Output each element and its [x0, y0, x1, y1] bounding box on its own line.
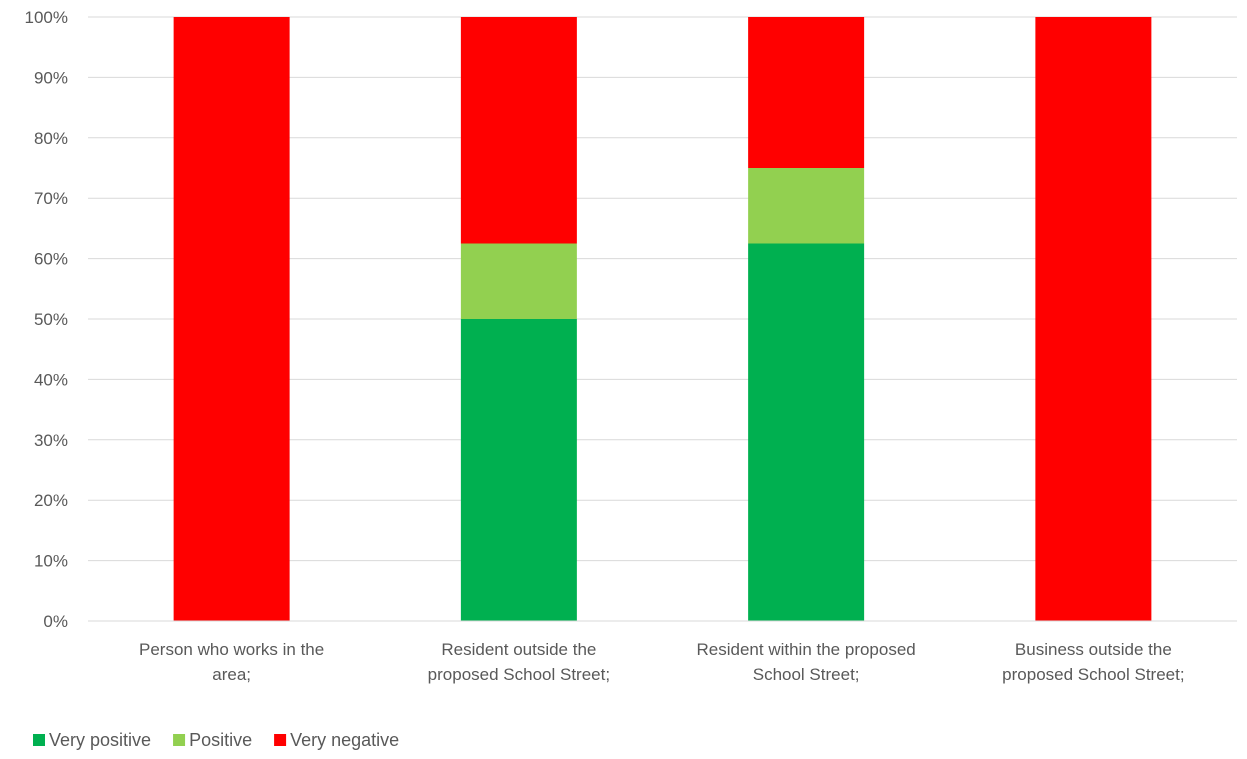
y-tick-label: 40% [34, 370, 68, 389]
legend-swatch [274, 734, 287, 746]
bar-segment [460, 243, 577, 319]
legend-label: Very negative [290, 730, 399, 750]
legend-label: Positive [189, 730, 252, 750]
bars [173, 17, 1152, 621]
bar-segment [460, 17, 577, 244]
bar-segment [1035, 17, 1152, 621]
bar-segment [460, 319, 577, 621]
y-tick-label: 60% [34, 250, 68, 269]
y-tick-label: 0% [43, 612, 68, 631]
y-tick-label: 20% [34, 491, 68, 510]
legend: Very positive Positive Very negative [33, 730, 399, 750]
legend-swatch [33, 734, 45, 746]
y-tick-label: 100% [25, 8, 68, 27]
y-tick-label: 10% [34, 552, 68, 571]
legend-label: Very positive [49, 730, 151, 750]
y-tick-label: 30% [34, 431, 68, 450]
bar-segment [748, 17, 865, 168]
x-category-label: Person who works in the area; [139, 640, 324, 684]
x-category-label: Resident within the proposed School Stree… [697, 640, 916, 684]
y-tick-label: 80% [34, 129, 68, 148]
y-tick-label: 50% [34, 310, 68, 329]
y-tick-label: 70% [34, 189, 68, 208]
legend-swatch [173, 734, 186, 746]
bar-segment [748, 243, 865, 621]
bar-segment [173, 17, 290, 621]
bar-segment [748, 168, 865, 244]
x-category-label: Resident outside the proposed School Stre… [428, 640, 610, 684]
x-category-label: Business outside the proposed School Stre… [1002, 640, 1184, 684]
axes: 0% 10% 20% 30% 40% 50% 60% 70% 80% 90% 100% Person … [25, 8, 1237, 684]
y-tick-label: 90% [34, 68, 68, 87]
